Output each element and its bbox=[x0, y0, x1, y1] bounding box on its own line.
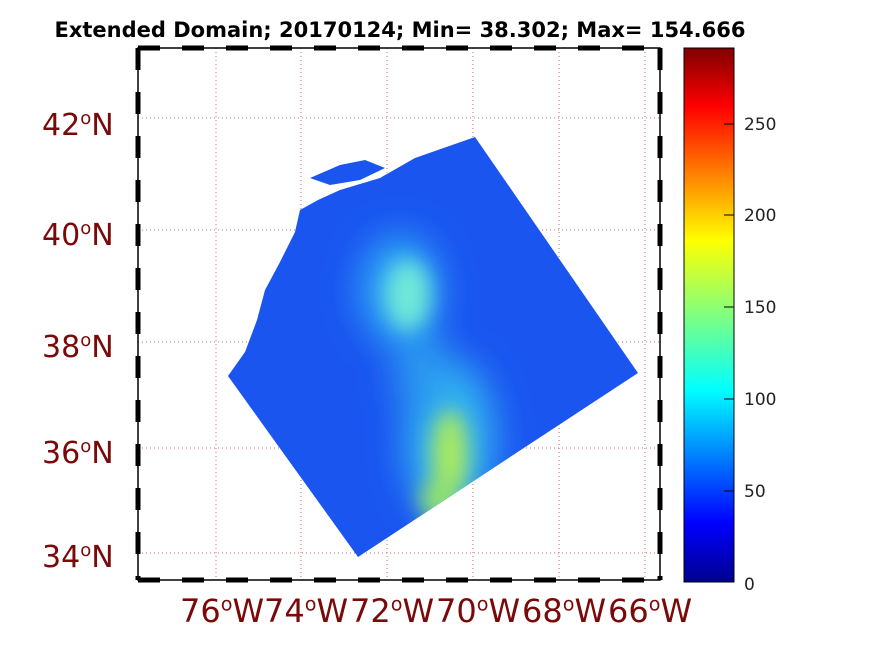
lat-label-34: 34oN bbox=[42, 540, 114, 575]
colorbar-label-200: 200 bbox=[744, 206, 777, 226]
lat-label-40: 40oN bbox=[42, 218, 114, 253]
colorbar bbox=[683, 47, 735, 583]
lat-label-42: 42oN bbox=[42, 108, 114, 143]
lon-label-68: 68oW bbox=[522, 592, 607, 630]
field-north-core bbox=[386, 260, 430, 330]
colorbar-label-50: 50 bbox=[744, 482, 766, 502]
colorbar-label-0: 0 bbox=[744, 575, 755, 595]
long-island bbox=[310, 160, 385, 185]
colorbar-label-100: 100 bbox=[744, 390, 777, 410]
lat-label-36: 36oN bbox=[42, 436, 114, 471]
lon-label-74: 74oW bbox=[264, 592, 349, 630]
lon-label-72: 72oW bbox=[350, 592, 435, 630]
field-connector bbox=[395, 320, 445, 420]
colorbar-label-250: 250 bbox=[744, 115, 777, 135]
colorbar-label-150: 150 bbox=[744, 298, 777, 318]
lon-label-66: 66oW bbox=[608, 592, 693, 630]
lat-label-38: 38oN bbox=[42, 330, 114, 365]
colorbar-ticks bbox=[724, 123, 734, 492]
lon-label-70: 70oW bbox=[436, 592, 521, 630]
lon-label-76: 76oW bbox=[180, 592, 265, 630]
frame-dashes bbox=[135, 45, 663, 583]
field-south-core bbox=[432, 410, 468, 500]
chart-title: Extended Domain; 20170124; Min= 38.302; … bbox=[54, 18, 746, 42]
